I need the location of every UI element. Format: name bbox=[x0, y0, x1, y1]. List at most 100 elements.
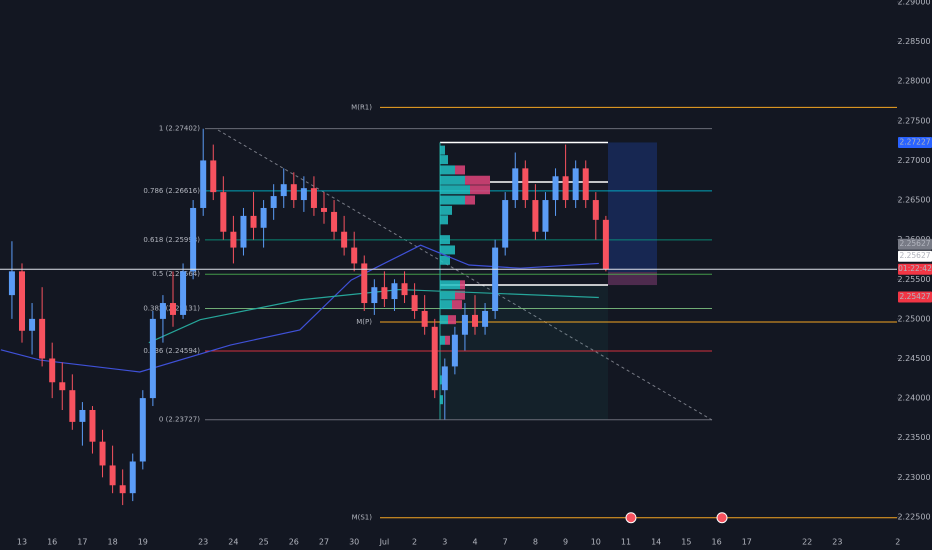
candle-body bbox=[562, 176, 569, 201]
candle-body bbox=[351, 247, 358, 264]
y-tick-label: 2.26500 bbox=[897, 196, 930, 205]
candle-body bbox=[532, 200, 539, 232]
volume-up bbox=[440, 185, 470, 195]
y-tick-label: 2.24000 bbox=[897, 394, 930, 403]
x-tick-label: 16 bbox=[712, 538, 722, 547]
y-tick-label: 2.23500 bbox=[897, 433, 930, 442]
x-tick-label: 16 bbox=[47, 538, 57, 547]
volume-up bbox=[440, 175, 465, 185]
y-tick-label: 2.27000 bbox=[897, 156, 930, 165]
candle-body bbox=[512, 168, 519, 201]
forecast-box bbox=[608, 142, 657, 286]
candle-body bbox=[431, 326, 438, 391]
range-fill bbox=[440, 285, 608, 420]
x-tick-label: 4 bbox=[472, 538, 477, 547]
candle-body bbox=[190, 207, 197, 272]
candle-body bbox=[401, 283, 408, 296]
candle-body bbox=[230, 231, 237, 248]
candle-body bbox=[119, 485, 126, 494]
price-badge-label: 2.25627 bbox=[899, 251, 930, 260]
volume-up bbox=[440, 155, 448, 165]
moving-average bbox=[148, 288, 599, 344]
fib-label: 0.786 (2.26616) bbox=[143, 187, 200, 195]
range-box-low bbox=[608, 272, 657, 286]
candle-body bbox=[441, 366, 448, 391]
candle-body bbox=[411, 295, 418, 311]
candle-body bbox=[240, 215, 247, 248]
y-tick-label: 2.29000 bbox=[897, 0, 930, 6]
candle-body bbox=[89, 409, 96, 442]
x-tick-label: 15 bbox=[681, 538, 691, 547]
candle-body bbox=[321, 207, 327, 212]
y-tick-label: 2.25500 bbox=[897, 275, 930, 284]
y-tick-label: 2.28500 bbox=[897, 37, 930, 46]
volume-down bbox=[448, 315, 456, 325]
price-badge-label: 2.25627 bbox=[899, 239, 930, 248]
x-tick-label: 17 bbox=[77, 538, 87, 547]
x-tick-label: Jul bbox=[379, 538, 390, 547]
x-tick-label: 11 bbox=[621, 538, 631, 547]
x-tick-label: 27 bbox=[319, 538, 329, 547]
x-tick-label: 23 bbox=[198, 538, 208, 547]
y-tick-label: 2.28000 bbox=[897, 77, 930, 86]
volume-down bbox=[455, 165, 465, 175]
candle-body bbox=[482, 310, 489, 327]
pivot-label: M(S1) bbox=[352, 514, 373, 522]
volume-up bbox=[440, 335, 445, 345]
candle-body bbox=[300, 188, 307, 201]
y-tick-label: 2.24500 bbox=[897, 354, 930, 363]
x-tick-label: 10 bbox=[591, 538, 601, 547]
y-tick-label: 2.23000 bbox=[897, 473, 930, 482]
x-tick-label: 22 bbox=[802, 538, 812, 547]
fib-label: 1 (2.27402) bbox=[159, 125, 200, 133]
candle-body bbox=[371, 287, 378, 304]
candle-body bbox=[552, 176, 559, 201]
x-tick-label: 17 bbox=[742, 538, 752, 547]
x-tick-label: 2 bbox=[412, 538, 417, 547]
x-tick-label: 23 bbox=[832, 538, 842, 547]
candle-body bbox=[391, 283, 398, 300]
candle-body bbox=[361, 263, 368, 304]
x-tick-label: 9 bbox=[563, 538, 568, 547]
volume-up bbox=[440, 215, 448, 225]
countdown: 01:22:42 bbox=[898, 264, 932, 273]
candle-body bbox=[19, 271, 25, 331]
volume-up bbox=[440, 235, 450, 245]
candle-body bbox=[159, 303, 166, 319]
candle-body bbox=[129, 461, 136, 494]
candle-body bbox=[8, 271, 15, 296]
pivot-label: M(P) bbox=[356, 318, 372, 326]
volume-up bbox=[440, 145, 445, 155]
volume-up bbox=[440, 280, 460, 290]
x-tick-label: 30 bbox=[349, 538, 359, 547]
candle-body bbox=[592, 200, 599, 220]
candle-body bbox=[260, 207, 267, 228]
x-tick-label: 26 bbox=[289, 538, 299, 547]
candle-body bbox=[331, 211, 338, 232]
volume-up bbox=[440, 290, 455, 300]
candle-body bbox=[542, 200, 549, 232]
fib-label: 0.618 (2.25998) bbox=[143, 236, 200, 244]
price-badge bbox=[898, 238, 932, 250]
x-tick-label: 14 bbox=[651, 538, 661, 547]
volume-down bbox=[465, 195, 475, 205]
candle-body bbox=[421, 310, 428, 327]
candle-body bbox=[602, 219, 609, 270]
candle-body bbox=[270, 196, 277, 208]
candle-body bbox=[69, 390, 76, 422]
price-badge-label: 2.25427 bbox=[899, 292, 930, 301]
volume-up bbox=[440, 300, 452, 310]
x-tick-label: 2 bbox=[895, 538, 900, 547]
y-tick-label: 2.25000 bbox=[897, 314, 930, 323]
price-badge bbox=[898, 136, 932, 148]
candle-body bbox=[472, 314, 478, 327]
fib-label: 0 (2.23727) bbox=[159, 416, 200, 424]
price-badge bbox=[898, 291, 932, 303]
candle-body bbox=[461, 314, 468, 335]
volume-down bbox=[465, 175, 490, 185]
event-icon bbox=[625, 512, 637, 524]
y-tick-label: 2.22500 bbox=[897, 512, 930, 521]
fib-label: 0.5 (2.25564) bbox=[152, 270, 200, 278]
